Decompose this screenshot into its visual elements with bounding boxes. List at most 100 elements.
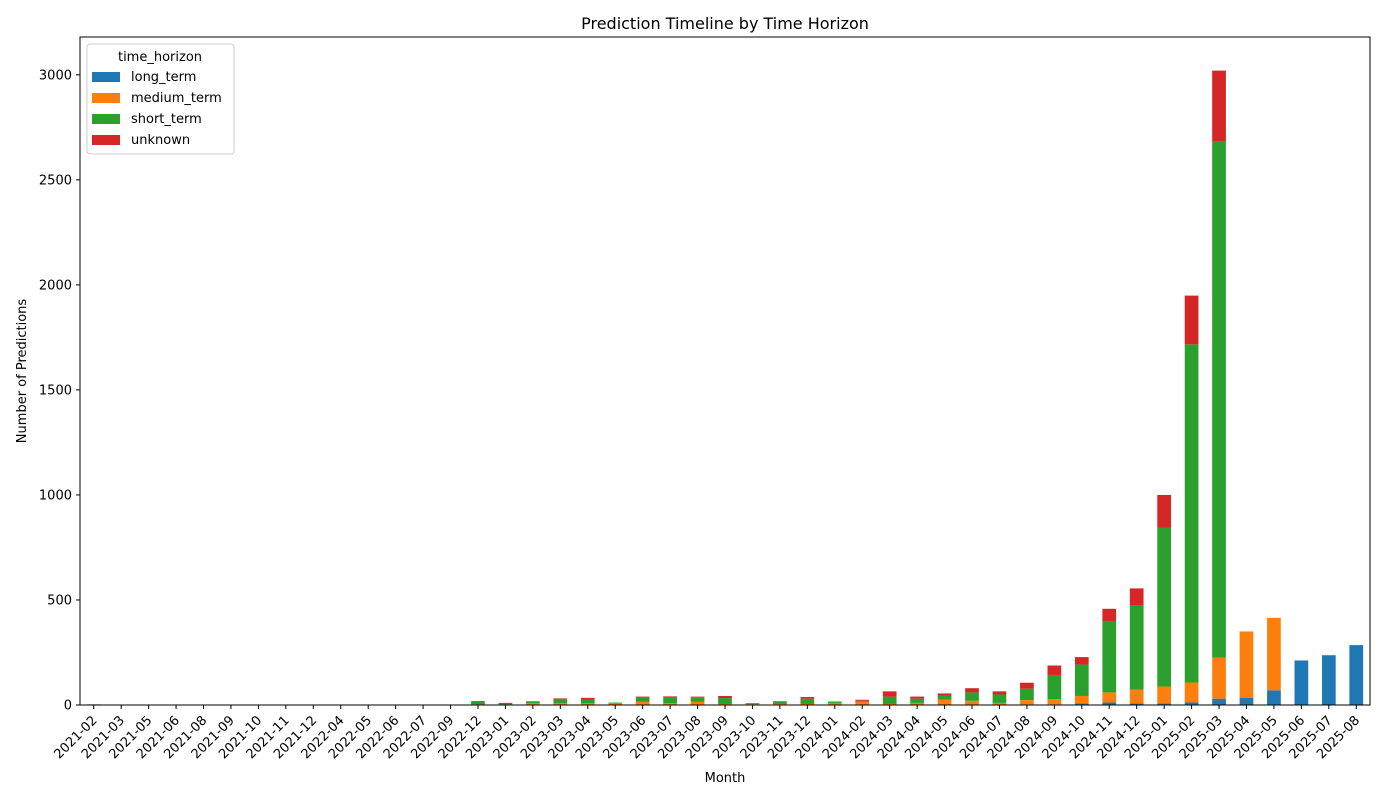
bar-long_term-2024-12 [1129, 703, 1144, 705]
bar-medium_term-2024-02 [855, 701, 870, 705]
y-axis-label: Number of Predictions [15, 299, 30, 444]
bar-medium_term-2025-04 [1239, 631, 1254, 698]
legend-swatch-short_term [92, 114, 120, 124]
bar-unknown-2024-07 [992, 691, 1007, 695]
bar-unknown-2024-03 [882, 691, 897, 697]
bar-short_term-2024-10 [1074, 664, 1089, 696]
bar-unknown-2024-04 [910, 696, 924, 699]
bar-medium_term-2024-08 [1020, 700, 1034, 705]
y-tick-label: 2000 [39, 278, 72, 293]
legend-swatch-medium_term [92, 93, 120, 103]
legend-swatch-unknown [92, 135, 120, 145]
bar-long_term-2025-05 [1267, 690, 1281, 705]
bar-medium_term-2024-03 [882, 703, 897, 705]
y-tick-label: 500 [47, 593, 72, 608]
y-tick-label: 0 [64, 699, 72, 714]
bar-medium_term-2023-03 [553, 703, 568, 705]
bar-short_term-2023-07 [663, 697, 677, 704]
bar-short_term-2023-08 [690, 697, 705, 702]
bar-short_term-2024-08 [1020, 688, 1034, 701]
bar-medium_term-2024-11 [1102, 692, 1117, 703]
bar-unknown-2024-12 [1129, 588, 1144, 606]
bar-long_term-2025-07 [1321, 655, 1336, 705]
x-axis-label: Month [705, 771, 746, 786]
bar-long_term-2024-10 [1074, 703, 1089, 705]
bar-short_term-2024-11 [1102, 620, 1117, 693]
bar-medium_term-2024-06 [965, 700, 979, 705]
bar-unknown-2024-06 [965, 688, 979, 693]
bar-unknown-2023-12 [800, 697, 815, 699]
x-ticks-group: 2021-022021-032021-052021-062021-082021-… [52, 705, 1363, 762]
bar-short_term-2023-12 [800, 698, 815, 704]
chart-title: Prediction Timeline by Time Horizon [581, 14, 869, 33]
bar-medium_term-2024-12 [1129, 689, 1144, 704]
bar-short_term-2025-01 [1157, 527, 1172, 687]
bar-unknown-2024-05 [937, 693, 952, 696]
bar-short_term-2024-04 [910, 698, 924, 703]
legend-label-unknown: unknown [131, 133, 190, 148]
bar-short_term-2024-09 [1047, 674, 1062, 700]
y-ticks-group: 0 500 1000 1500 2000 2500 3000 [39, 68, 80, 714]
bar-medium_term-2023-04 [580, 703, 595, 705]
bar-short_term-2024-06 [965, 692, 979, 701]
bar-medium_term-2024-05 [937, 699, 952, 705]
bar-short_term-2023-09 [718, 698, 732, 704]
bar-unknown-2024-09 [1047, 665, 1062, 675]
bar-unknown-2023-09 [718, 695, 732, 699]
bar-unknown-2023-01 [498, 702, 513, 704]
legend-label-short_term: short_term [131, 112, 202, 127]
bar-medium_term-2024-04 [910, 702, 924, 705]
bar-short_term-2023-11 [773, 701, 787, 704]
bars-group [86, 70, 1364, 705]
bar-long_term-2025-08 [1349, 645, 1364, 705]
bar-short_term-2024-12 [1129, 605, 1144, 690]
bar-long_term-2025-02 [1184, 702, 1199, 705]
bar-long_term-2024-11 [1102, 702, 1117, 705]
bar-short_term-2023-04 [580, 699, 595, 704]
legend: time_horizon long_term medium_term short_t… [86, 43, 235, 155]
bar-medium_term-2023-05 [608, 702, 623, 705]
bar-medium_term-2024-01 [827, 702, 842, 705]
bar-short_term-2025-02 [1184, 344, 1199, 683]
bar-short_term-2022-12 [471, 701, 485, 705]
bar-short_term-2025-03 [1212, 140, 1226, 658]
bar-unknown-2024-10 [1074, 657, 1089, 665]
y-tick-label: 3000 [39, 68, 72, 83]
bar-medium_term-2023-09 [718, 703, 732, 705]
bar-unknown-2024-02 [855, 699, 870, 701]
bar-long_term-2025-01 [1157, 703, 1172, 705]
bar-medium_term-2025-05 [1267, 617, 1281, 691]
bar-unknown-2024-08 [1020, 682, 1034, 689]
bar-unknown-2023-07 [663, 696, 677, 698]
bar-short_term-2023-02 [526, 701, 540, 704]
legend-label-medium_term: medium_term [131, 91, 222, 106]
bar-unknown-2023-08 [690, 696, 705, 698]
bar-short_term-2024-03 [882, 696, 897, 704]
bar-short_term-2024-01 [827, 701, 842, 703]
bar-long_term-2025-03 [1212, 698, 1226, 705]
bar-medium_term-2023-07 [663, 703, 677, 705]
legend-label-long_term: long_term [131, 70, 196, 85]
bar-unknown-2023-11 [773, 701, 787, 702]
bar-medium_term-2023-02 [526, 703, 540, 705]
bar-medium_term-2023-11 [773, 703, 787, 705]
bar-unknown-2023-10 [745, 703, 760, 704]
bar-medium_term-2025-02 [1184, 682, 1199, 703]
bar-short_term-2024-02 [855, 700, 870, 702]
y-tick-label: 1000 [39, 488, 72, 503]
bar-unknown-2025-03 [1212, 70, 1226, 141]
bar-unknown-2025-02 [1184, 295, 1199, 345]
bar-medium_term-2024-10 [1074, 695, 1089, 704]
legend-swatch-long_term [92, 72, 120, 82]
bar-long_term-2025-06 [1294, 660, 1309, 705]
bar-long_term-2025-04 [1239, 697, 1254, 705]
bar-medium_term-2023-12 [800, 703, 815, 705]
bar-short_term-2024-05 [937, 695, 952, 700]
bar-medium_term-2025-01 [1157, 686, 1172, 704]
bar-unknown-2025-01 [1157, 494, 1172, 528]
bar-unknown-2023-04 [580, 697, 595, 700]
bar-medium_term-2024-09 [1047, 699, 1062, 705]
y-tick-label: 2500 [39, 173, 72, 188]
